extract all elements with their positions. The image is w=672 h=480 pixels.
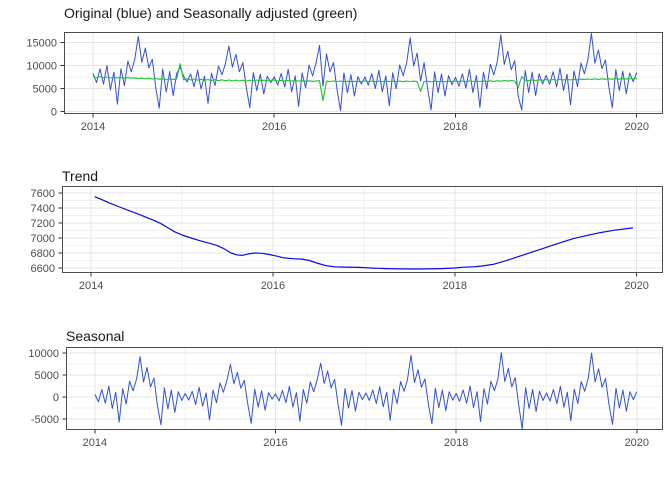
x-tick-label: 2020 (624, 280, 648, 292)
y-tick-label: 10000 (26, 61, 57, 73)
y-tick-label: 0 (51, 107, 57, 119)
y-tick-label: 5000 (33, 84, 57, 96)
x-tick-label: 2020 (624, 121, 648, 133)
x-tick-label: 2018 (443, 280, 467, 292)
series-line-seasonally-adjusted (92, 63, 637, 102)
y-tick-label: 7400 (31, 203, 55, 215)
x-tick-label: 2014 (79, 280, 103, 292)
y-tick-label: 7600 (31, 188, 55, 200)
panel-border (66, 347, 663, 430)
x-tick-label: 2016 (261, 280, 285, 292)
y-tick-label: 7000 (31, 233, 55, 245)
x-tick-label: 2016 (262, 121, 286, 133)
panel-border (64, 32, 663, 114)
x-tick-label: 2014 (83, 437, 107, 449)
x-tick-label: 2018 (444, 437, 468, 449)
series-line-seasonal (94, 352, 638, 430)
x-tick-label: 2020 (625, 437, 649, 449)
y-tick-label: 15000 (26, 38, 57, 50)
y-tick-label: -5000 (31, 414, 59, 426)
chart-title-original: Original (blue) and Seasonally adjusted … (64, 5, 358, 21)
series-line-original (92, 33, 638, 112)
y-tick-label: 0 (53, 392, 59, 404)
y-tick-label: 6600 (31, 263, 55, 275)
x-tick-label: 2016 (263, 437, 287, 449)
series-line-trend (94, 196, 634, 270)
x-tick-label: 2018 (443, 121, 467, 133)
chart-title-trend: Trend (62, 168, 99, 184)
y-tick-label: 6800 (31, 248, 55, 260)
panel-border (62, 186, 663, 273)
y-tick-label: 5000 (35, 370, 59, 382)
x-tick-label: 2014 (81, 121, 105, 133)
chart-title-seasonal: Seasonal (66, 328, 125, 344)
y-tick-label: 7200 (31, 218, 55, 230)
y-tick-label: 10000 (28, 348, 59, 360)
